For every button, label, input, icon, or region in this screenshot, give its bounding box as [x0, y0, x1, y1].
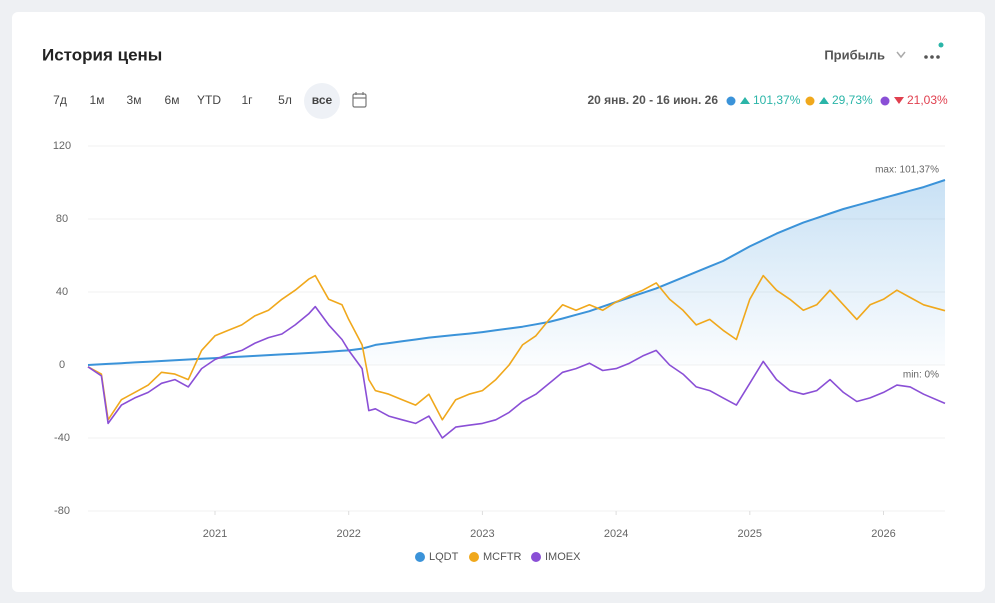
legend-marker[interactable]: [531, 552, 541, 562]
date-range: 20 янв. 20 - 16 июн. 26: [587, 93, 718, 107]
change-label: 29,73%: [832, 93, 873, 107]
legend-marker: [726, 96, 736, 106]
period-button[interactable]: 3м: [127, 93, 142, 107]
legend-label[interactable]: MCFTR: [483, 551, 522, 563]
change-label: 21,03%: [907, 93, 948, 107]
card-title: История цены: [42, 45, 162, 64]
legend-marker: [805, 96, 815, 106]
series-line: [87, 274, 946, 421]
x-tick-label: 2021: [203, 528, 227, 540]
down-arrow: [894, 97, 904, 104]
y-tick-label: 40: [56, 286, 68, 298]
x-tick-label: 2025: [738, 528, 762, 540]
y-tick-label: 120: [53, 140, 71, 152]
legend-marker[interactable]: [415, 552, 425, 562]
x-tick-label: 2023: [470, 528, 494, 540]
mode-select[interactable]: Прибыль: [824, 47, 885, 62]
period-button[interactable]: 7д: [53, 93, 67, 107]
up-arrow: [740, 97, 750, 104]
legend-marker[interactable]: [469, 552, 479, 562]
card: [12, 12, 985, 592]
chevron[interactable]: [896, 51, 906, 59]
up-arrow: [819, 97, 829, 104]
active-period-bg[interactable]: [304, 83, 340, 119]
calendar-icon[interactable]: [352, 92, 367, 108]
legend-label[interactable]: LQDT: [429, 551, 459, 563]
y-tick-label: -40: [54, 432, 70, 444]
y-tick-label: 80: [56, 213, 68, 225]
max-annotation: max: 101,37%: [875, 165, 939, 176]
period-button[interactable]: все: [312, 93, 333, 107]
x-tick-label: 2022: [336, 528, 360, 540]
period-button[interactable]: YTD: [197, 93, 221, 107]
change-label: 101,37%: [753, 93, 801, 107]
x-tick-label: 2024: [604, 528, 628, 540]
period-button[interactable]: 1г: [241, 93, 253, 107]
series-line: [87, 179, 946, 366]
period-button[interactable]: 1м: [90, 93, 105, 107]
period-button[interactable]: 5л: [278, 93, 292, 107]
period-button[interactable]: 6м: [165, 93, 180, 107]
y-tick-label: -80: [54, 505, 70, 517]
series-line: [87, 305, 946, 439]
legend-marker: [880, 96, 890, 106]
menu[interactable]: [924, 42, 944, 59]
area: [88, 180, 945, 365]
legend-label[interactable]: IMOEX: [545, 551, 581, 563]
x-tick-label: 2026: [871, 528, 895, 540]
min-annotation: min: 0%: [903, 370, 939, 381]
y-tick-label: 0: [59, 359, 65, 371]
